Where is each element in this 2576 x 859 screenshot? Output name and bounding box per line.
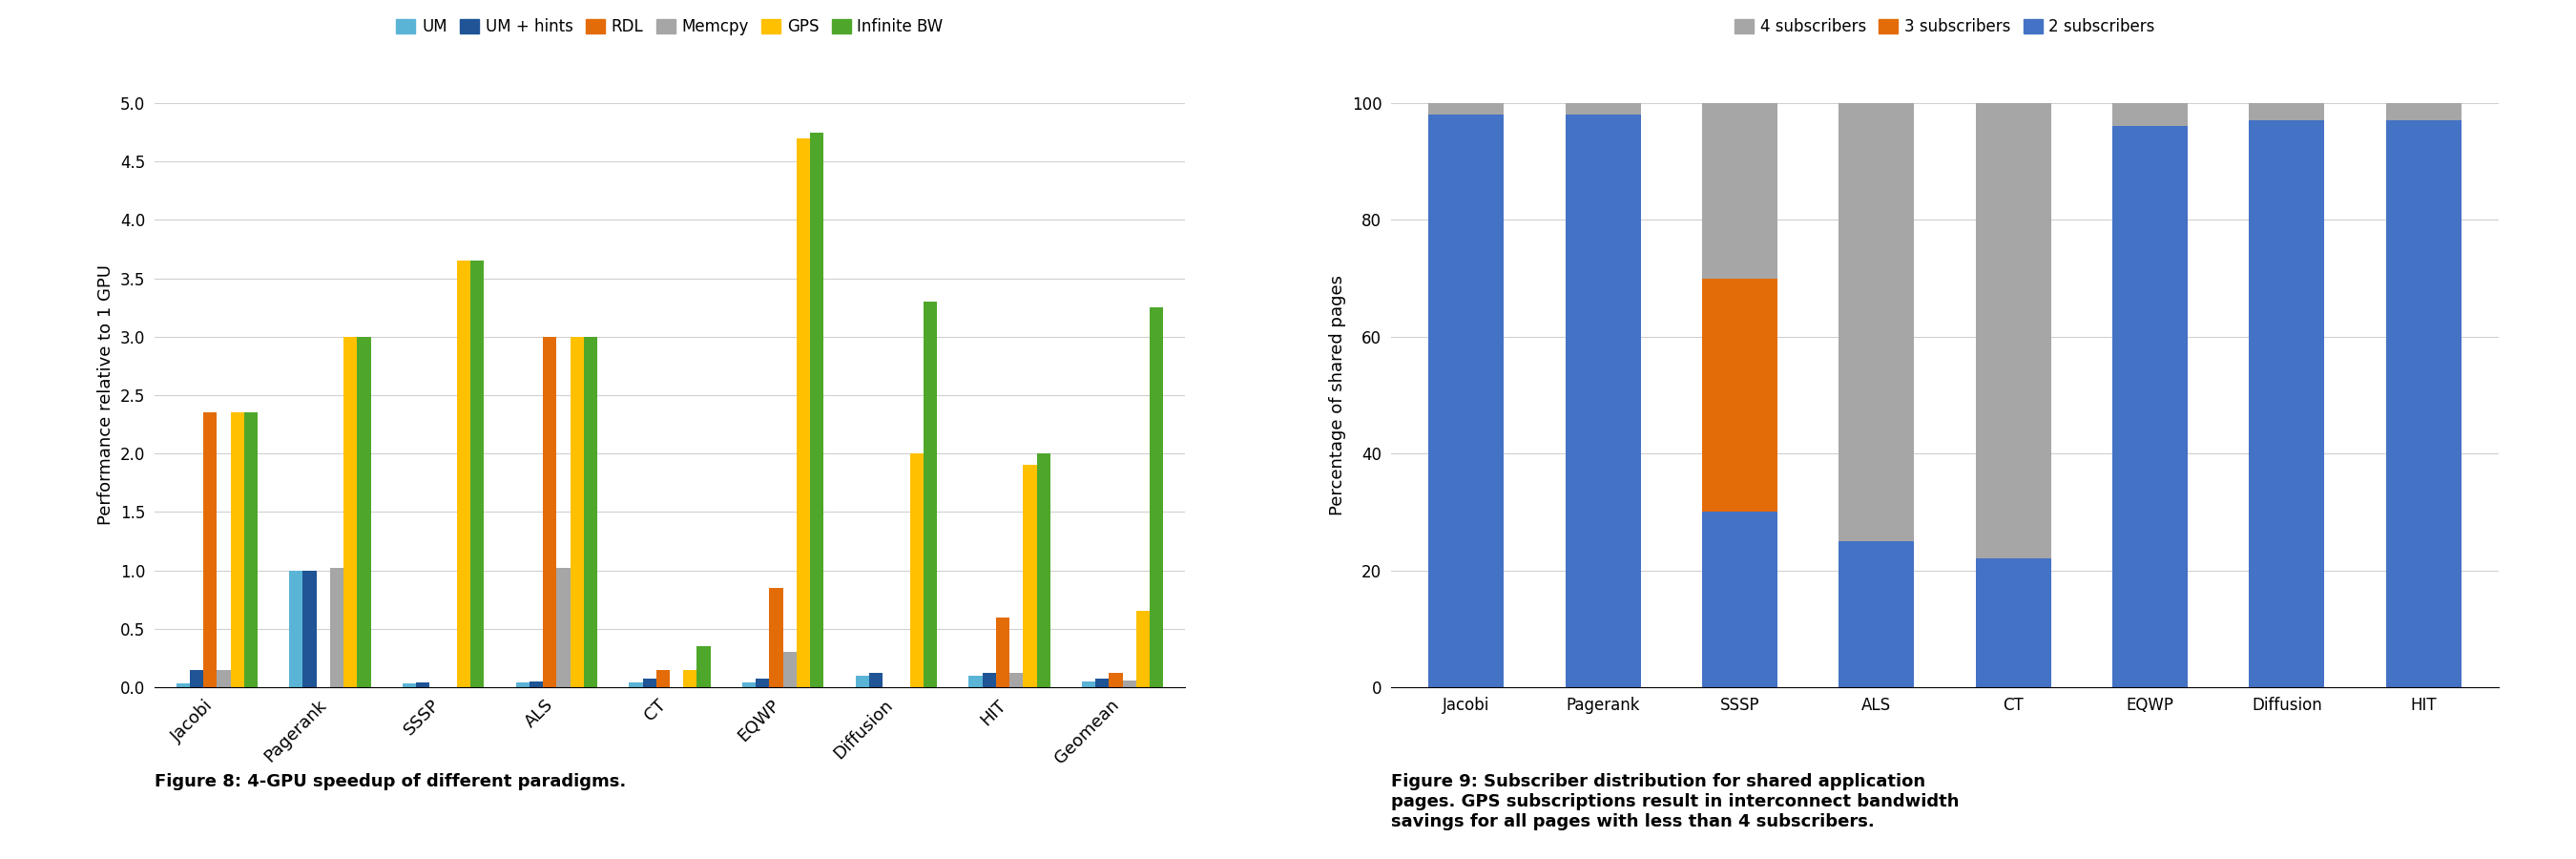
Bar [981,673,997,687]
Bar [1976,103,2050,558]
Bar [629,683,641,687]
Bar [471,261,484,687]
Bar [796,138,811,687]
Bar [216,670,229,687]
Bar [1703,103,1777,278]
Bar [770,588,783,687]
Bar [175,684,191,687]
Text: Figure 9: Subscriber distribution for shared application
pages. GPS subscription: Figure 9: Subscriber distribution for sh… [1391,773,1960,830]
Legend: 4 subscribers, 3 subscribers, 2 subscribers: 4 subscribers, 3 subscribers, 2 subscrib… [1728,12,2161,41]
Y-axis label: Performance relative to 1 GPU: Performance relative to 1 GPU [98,265,116,526]
Bar [2112,126,2187,687]
Bar [2249,103,2324,120]
Bar [683,670,698,687]
Bar [515,683,528,687]
Bar [1976,558,2050,687]
Bar [556,568,569,687]
Bar [1566,115,1641,687]
Bar [1839,103,1914,541]
Bar [191,670,204,687]
Bar [811,132,824,687]
Bar [417,683,430,687]
Bar [1082,681,1095,687]
Bar [2385,120,2460,687]
Bar [1149,308,1164,687]
Y-axis label: Percentage of shared pages: Percentage of shared pages [1329,275,1347,515]
Bar [641,679,657,687]
Bar [1110,673,1123,687]
Bar [969,675,981,687]
Bar [783,652,796,687]
Bar [1839,541,1914,687]
Bar [1136,612,1149,687]
Bar [1036,454,1051,687]
Bar [1095,679,1110,687]
Legend: UM, UM + hints, RDL, Memcpy, GPS, Infinite BW: UM, UM + hints, RDL, Memcpy, GPS, Infini… [389,12,951,41]
Bar [456,261,471,687]
Bar [1010,673,1023,687]
Bar [358,337,371,687]
Bar [585,337,598,687]
Bar [1703,278,1777,512]
Bar [2385,103,2460,120]
Bar [909,454,922,687]
Bar [1430,115,1504,687]
Bar [569,337,585,687]
Bar [997,617,1010,687]
Bar [742,683,755,687]
Bar [330,568,343,687]
Bar [868,673,884,687]
Bar [922,302,938,687]
Bar [1123,680,1136,687]
Bar [855,675,868,687]
Bar [755,679,770,687]
Bar [229,412,245,687]
Bar [289,570,304,687]
Bar [2112,103,2187,126]
Bar [2249,120,2324,687]
Bar [1430,103,1504,115]
Bar [544,337,556,687]
Bar [343,337,358,687]
Bar [657,670,670,687]
Bar [1023,466,1036,687]
Bar [402,684,417,687]
Bar [1703,512,1777,687]
Bar [245,412,258,687]
Bar [204,412,216,687]
Bar [528,681,544,687]
Text: Figure 8: 4-GPU speedup of different paradigms.: Figure 8: 4-GPU speedup of different par… [155,773,626,790]
Bar [1566,103,1641,115]
Bar [304,570,317,687]
Bar [698,646,711,687]
